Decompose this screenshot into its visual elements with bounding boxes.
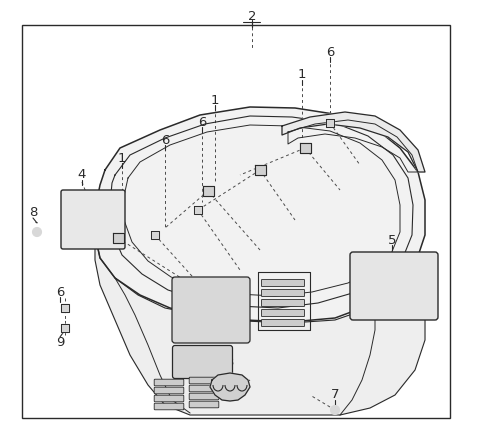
Text: 2: 2 <box>248 11 256 24</box>
Polygon shape <box>194 206 202 214</box>
Text: 4: 4 <box>78 169 86 182</box>
Text: 9: 9 <box>56 335 64 348</box>
FancyBboxPatch shape <box>262 280 304 286</box>
Polygon shape <box>95 107 425 322</box>
FancyBboxPatch shape <box>262 319 304 326</box>
Text: 1: 1 <box>298 69 306 82</box>
Polygon shape <box>326 119 334 127</box>
Polygon shape <box>282 112 425 172</box>
Polygon shape <box>254 165 265 175</box>
Text: 6: 6 <box>161 133 169 146</box>
FancyBboxPatch shape <box>262 310 304 317</box>
Text: 1: 1 <box>118 152 126 165</box>
Text: 6: 6 <box>198 116 206 128</box>
FancyBboxPatch shape <box>189 393 219 400</box>
FancyBboxPatch shape <box>189 385 219 392</box>
Text: 6: 6 <box>56 285 64 298</box>
Text: 6: 6 <box>326 45 334 58</box>
Circle shape <box>33 227 41 236</box>
Polygon shape <box>61 324 69 332</box>
FancyBboxPatch shape <box>154 379 184 386</box>
Polygon shape <box>203 186 214 196</box>
FancyBboxPatch shape <box>154 387 184 394</box>
Circle shape <box>331 405 339 414</box>
FancyBboxPatch shape <box>350 252 438 320</box>
FancyBboxPatch shape <box>189 377 219 384</box>
Polygon shape <box>112 233 123 243</box>
Polygon shape <box>95 235 425 415</box>
Text: 8: 8 <box>29 206 37 219</box>
FancyBboxPatch shape <box>189 401 219 408</box>
Polygon shape <box>210 373 250 401</box>
Polygon shape <box>151 231 159 239</box>
Text: 7: 7 <box>331 388 339 401</box>
FancyBboxPatch shape <box>154 395 184 402</box>
Bar <box>22 25 450 418</box>
FancyBboxPatch shape <box>154 403 184 410</box>
Text: 1: 1 <box>211 94 219 107</box>
Text: 5: 5 <box>388 234 396 247</box>
FancyBboxPatch shape <box>61 190 125 249</box>
FancyBboxPatch shape <box>262 300 304 306</box>
FancyBboxPatch shape <box>262 289 304 297</box>
Polygon shape <box>61 304 69 312</box>
FancyBboxPatch shape <box>172 277 250 343</box>
Text: 3: 3 <box>226 356 234 369</box>
FancyBboxPatch shape <box>172 346 232 379</box>
Polygon shape <box>300 143 311 153</box>
